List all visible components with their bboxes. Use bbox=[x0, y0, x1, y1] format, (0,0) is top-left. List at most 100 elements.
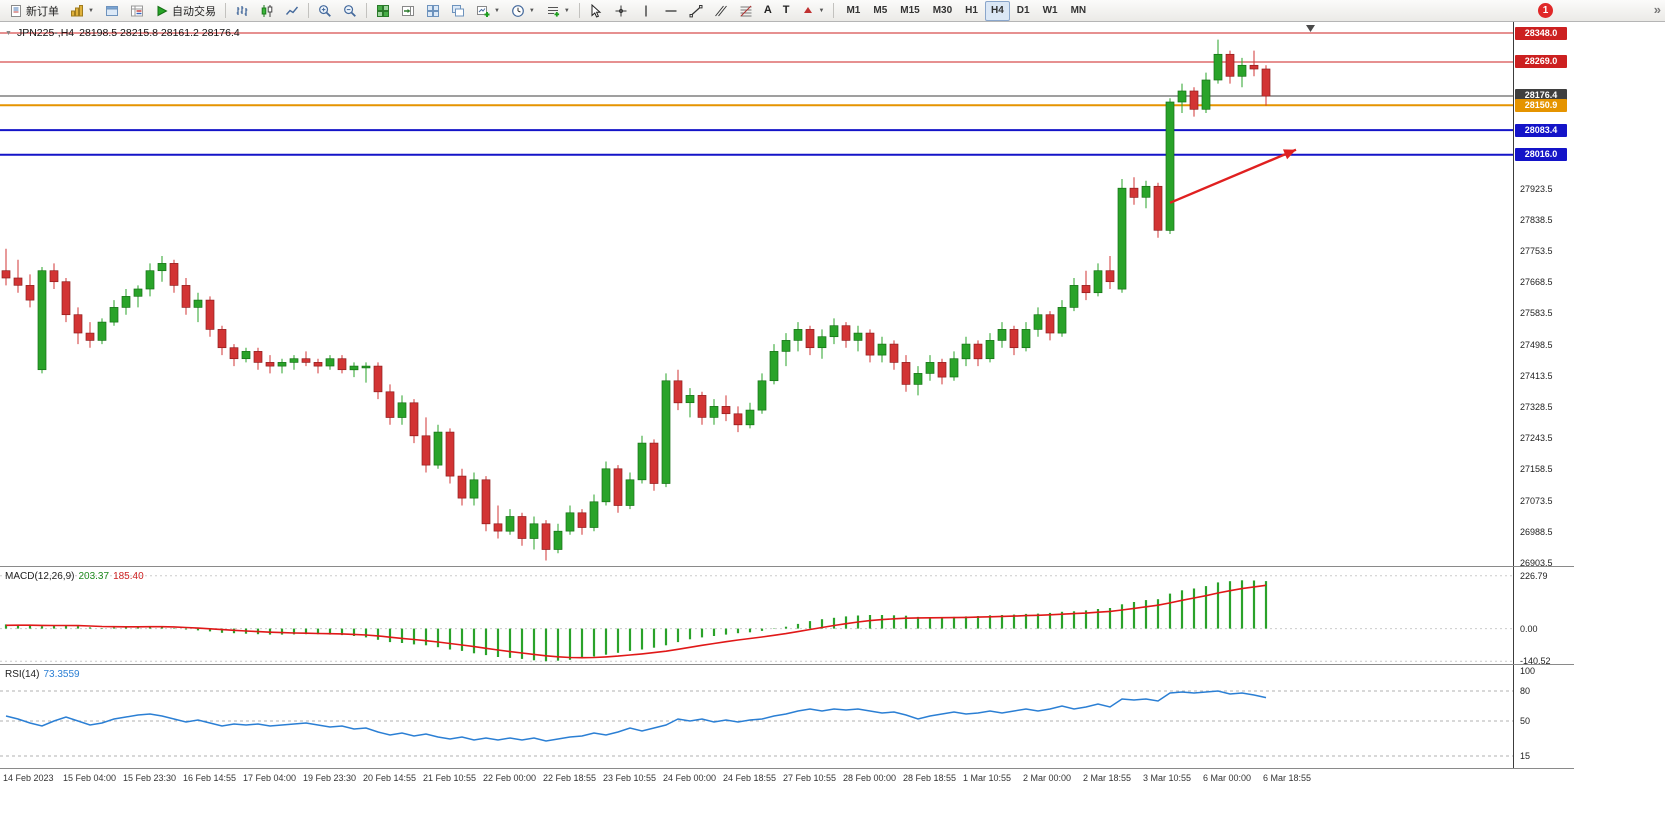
macd-axis[interactable]: 226.79 0.00 -140.52 bbox=[1513, 567, 1574, 666]
candle-body bbox=[313, 362, 323, 367]
chart-shift-button[interactable] bbox=[396, 1, 420, 21]
price-tick: 27838.5 bbox=[1520, 215, 1553, 225]
candle-body bbox=[457, 475, 467, 499]
timeframe-h4-button[interactable]: H4 bbox=[984, 0, 1010, 21]
rsi-axis[interactable]: 80 50 15 100 bbox=[1513, 665, 1574, 768]
time-axis[interactable]: 14 Feb 2023 15 Feb 04:00 15 Feb 23:30 16 Fe… bbox=[0, 769, 1574, 789]
price-chart-canvas[interactable] bbox=[0, 22, 1513, 566]
candle-body bbox=[1117, 187, 1127, 290]
candle-body bbox=[913, 373, 923, 385]
market-watch-button[interactable] bbox=[125, 1, 149, 21]
candle-body bbox=[1165, 101, 1175, 231]
panel-splitter[interactable] bbox=[0, 664, 1574, 665]
cursor-icon bbox=[589, 3, 603, 18]
auto-scroll-button[interactable] bbox=[371, 1, 395, 21]
zoom-out-button[interactable] bbox=[338, 1, 362, 21]
arrows-tool-button[interactable]: ▼ bbox=[796, 1, 830, 21]
text-label-tool-button[interactable]: T bbox=[778, 1, 795, 21]
timeframe-m15-button[interactable]: M15 bbox=[900, 5, 920, 16]
timeframe-m30-button[interactable]: M30 bbox=[932, 5, 953, 16]
price-tick: 27158.5 bbox=[1520, 464, 1553, 474]
candle-body bbox=[325, 358, 335, 367]
candle-body bbox=[493, 523, 503, 532]
cursor-tool-button[interactable] bbox=[584, 1, 608, 21]
candle-body bbox=[1093, 270, 1103, 294]
new-order-label: 新订单 bbox=[26, 5, 59, 18]
cascade-windows-button[interactable] bbox=[446, 1, 470, 21]
trend-arrow[interactable] bbox=[1169, 148, 1297, 204]
rsi-panel-canvas[interactable] bbox=[0, 665, 1513, 768]
macd-panel-canvas[interactable] bbox=[0, 567, 1513, 664]
chevron-down-icon: ▼ bbox=[563, 7, 570, 14]
text-tool-button[interactable]: A bbox=[759, 1, 777, 21]
candle-body bbox=[565, 512, 575, 532]
crosshair-tool-button[interactable] bbox=[609, 1, 633, 21]
tile-windows-button[interactable] bbox=[421, 1, 445, 21]
timeframe-w1-button[interactable]: W1 bbox=[1042, 5, 1058, 16]
candle-body bbox=[97, 321, 107, 341]
candle-body bbox=[817, 336, 827, 349]
candle-body bbox=[613, 468, 623, 506]
period-clock-button[interactable]: ▼ bbox=[506, 1, 540, 21]
toolbar-overflow-icon[interactable]: » bbox=[1653, 2, 1661, 17]
candle-body bbox=[289, 358, 299, 363]
chart-shift-marker[interactable] bbox=[1306, 25, 1315, 32]
trendline-tool-button[interactable] bbox=[684, 1, 708, 21]
candle-body bbox=[961, 343, 971, 360]
charts-dropdown-button[interactable]: ▼ bbox=[65, 1, 99, 21]
autotrading-play-icon bbox=[155, 4, 169, 18]
candle-body bbox=[841, 325, 851, 341]
timeframe-m1-button[interactable]: M1 bbox=[846, 5, 861, 16]
zoom-in-button[interactable] bbox=[313, 1, 337, 21]
price-tick: 27583.5 bbox=[1520, 308, 1553, 318]
panel-splitter[interactable] bbox=[0, 566, 1574, 567]
new-order-button[interactable]: 新订单 bbox=[4, 1, 64, 21]
timeframe-h1-button[interactable]: H1 bbox=[965, 5, 978, 16]
candle-body bbox=[1081, 285, 1091, 294]
new-chart-button[interactable]: ▼ bbox=[471, 1, 505, 21]
rsi-value: 73.3559 bbox=[43, 669, 80, 680]
indicators-button[interactable]: ▼ bbox=[541, 1, 575, 21]
fibonacci-tool-button[interactable] bbox=[734, 1, 758, 21]
candle-body bbox=[1057, 307, 1067, 334]
timeframe-mn-button[interactable]: MN bbox=[1070, 5, 1087, 16]
one-click-trading-icon[interactable]: ▼ bbox=[5, 29, 12, 37]
time-label: 21 Feb 10:55 bbox=[423, 773, 477, 783]
profiles-icon bbox=[105, 4, 119, 18]
candle-body bbox=[541, 523, 551, 550]
timeframe-m5-button[interactable]: M5 bbox=[873, 5, 888, 16]
autotrading-button[interactable]: 自动交易 bbox=[150, 1, 221, 21]
vertical-line-tool-button[interactable] bbox=[634, 1, 658, 21]
notification-badge[interactable]: 1 bbox=[1538, 3, 1553, 18]
candle-body bbox=[985, 340, 995, 360]
price-badge: 28176.4 bbox=[1515, 89, 1567, 102]
line-chart-mode-button[interactable] bbox=[280, 1, 304, 21]
candle-body bbox=[469, 479, 479, 499]
candle-body bbox=[217, 329, 227, 349]
candle-body bbox=[661, 380, 671, 484]
profiles-button[interactable] bbox=[100, 1, 124, 21]
channel-tool-button[interactable] bbox=[709, 1, 733, 21]
horizontal-line-tool-button[interactable] bbox=[659, 1, 683, 21]
price-badge: 28269.0 bbox=[1515, 55, 1567, 68]
macd-name: MACD(12,26,9) bbox=[5, 571, 75, 582]
rsi-line bbox=[5, 690, 1267, 742]
candle-body bbox=[589, 501, 599, 528]
candle-body bbox=[421, 435, 431, 466]
macd-signal-line bbox=[5, 584, 1267, 659]
bar-chart-mode-button[interactable] bbox=[230, 1, 254, 21]
macd-main-value: 203.37 bbox=[78, 571, 110, 582]
timeframe-d1-button[interactable]: D1 bbox=[1016, 5, 1030, 16]
candle-body bbox=[481, 479, 491, 525]
candle-body bbox=[1261, 68, 1271, 97]
panel-splitter[interactable] bbox=[0, 768, 1574, 769]
price-badge: 28150.9 bbox=[1515, 99, 1567, 112]
price-lines bbox=[0, 32, 1513, 156]
candle-body bbox=[193, 299, 203, 308]
macd-axis-label: 226.79 bbox=[1520, 571, 1548, 581]
candle-body bbox=[49, 270, 59, 283]
chevron-down-icon: ▼ bbox=[493, 7, 500, 14]
candlestick-mode-button[interactable] bbox=[255, 1, 279, 21]
price-axis[interactable]: 27923.5 27838.5 27753.5 27668.5 27583.5 27498… bbox=[1513, 22, 1574, 568]
candle-body bbox=[1225, 53, 1235, 77]
